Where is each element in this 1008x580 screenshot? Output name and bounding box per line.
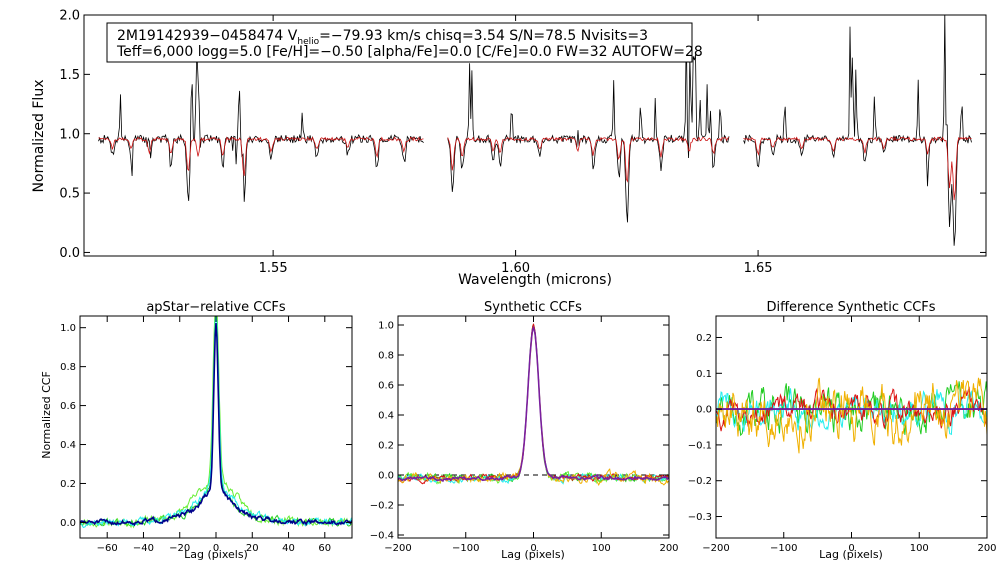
spectrum-frame <box>83 14 987 257</box>
synthetic-ccf-y-tick-label: 0.4 <box>378 411 394 422</box>
synthetic-ccf-y-tick-label: 0.8 <box>378 351 394 362</box>
spectrum-x-tick-label: 1.60 <box>501 261 530 276</box>
synthetic-ccf-y-tick-label: −0.2 <box>370 501 394 512</box>
difference-synthetic-ccf-y-tick-label: −0.3 <box>688 512 712 523</box>
apstar-relative-ccf-x-tick-label: −20 <box>169 543 190 554</box>
apstar-relative-ccf-series-combined <box>80 323 352 527</box>
apstar-relative-ccf-y-tick-label: 0.8 <box>60 362 76 373</box>
difference-synthetic-ccf-series-visit-4 <box>716 377 987 454</box>
apstar-relative-ccf-x-tick-label: 0 <box>213 543 219 554</box>
spectrum-y-tick-label: 1.5 <box>59 68 80 83</box>
difference-synthetic-ccf-x-tick-label: 100 <box>910 543 929 554</box>
difference-synthetic-ccf-y-tick-label: −0.1 <box>688 440 712 451</box>
apstar-relative-ccf-x-tick-label: 60 <box>318 543 331 554</box>
spectrum-x-label: Wavelength (microns) <box>458 272 612 288</box>
spectrum-x-tick-label: 1.55 <box>259 261 288 276</box>
synthetic-ccf-y-tick-label: 0.0 <box>378 471 394 482</box>
apstar-relative-ccf-axes: −60 −40 −20 0 20 40 60 0.0 0.2 0.4 0.6 0.8 1.0 <box>60 316 352 554</box>
apstar-relative-ccf-y-label: Normalized CCF <box>40 371 53 459</box>
apstar-relative-ccf-traces <box>80 316 352 529</box>
difference-synthetic-ccf-x-tick-label: −200 <box>702 543 729 554</box>
synthetic-ccf-x-tick-label: −200 <box>384 543 411 554</box>
synthetic-ccf-traces <box>398 323 669 487</box>
synthetic-ccf-x-tick-label: −100 <box>452 543 479 554</box>
synthetic-ccf-title: Synthetic CCFs <box>484 300 582 315</box>
difference-synthetic-ccf-y-tick-label: 0.2 <box>696 333 712 344</box>
synthetic-ccf-y-tick-label: 1.0 <box>378 321 394 332</box>
apstar-relative-ccf-panel: −60 −40 −20 0 20 40 60 0.0 0.2 0.4 0.6 0.8 1.0 apSta… <box>40 300 353 561</box>
star-info-line-1-suffix: =−79.93 km/s chisq=3.54 S/N=78.5 Nvisits… <box>319 28 648 44</box>
star-info-line-1: 2M19142939−0458474 Vhelio=−79.93 km/s ch… <box>117 28 648 47</box>
synthetic-ccf-x-tick-label: 200 <box>659 543 678 554</box>
synthetic-ccf-y-tick-label: 0.6 <box>378 381 394 392</box>
synthetic-ccf-x-tick-label: 100 <box>592 543 611 554</box>
apstar-relative-ccf-x-tick-label: 40 <box>282 543 295 554</box>
apstar-relative-ccf-x-tick-label: −60 <box>97 543 118 554</box>
apstar-relative-ccf-y-tick-label: 1.0 <box>60 323 76 334</box>
apstar-relative-ccf-x-tick-label: −40 <box>133 543 154 554</box>
difference-synthetic-ccf-x-tick-label: −100 <box>770 543 797 554</box>
synthetic-ccf-series-visit-4 <box>398 323 669 485</box>
star-info-box <box>106 22 693 63</box>
spectrum-x-tick-label: 1.65 <box>744 261 773 276</box>
difference-synthetic-ccf-series-visit-1 <box>716 381 987 437</box>
synthetic-ccf-y-tick-label: −0.4 <box>370 531 394 542</box>
star-info-helio-subscript: helio <box>297 37 319 47</box>
apstar-relative-ccf-y-tick-label: 0.0 <box>60 518 76 529</box>
apstar-relative-ccf-x-label: Lag (pixels) <box>184 548 248 561</box>
difference-synthetic-ccf-traces <box>716 377 987 454</box>
spectrum-y-label: Normalized Flux <box>31 80 47 193</box>
difference-synthetic-ccf-x-tick-label: 200 <box>977 543 996 554</box>
difference-synthetic-ccf-x-tick-label: 0 <box>848 543 854 554</box>
spectrum-traces <box>98 15 972 246</box>
synthetic-ccf-panel: −200 −100 0 100 200 −0.4 −0.2 0.0 0.2 0.4 0.6 0.8 1.… <box>370 300 679 561</box>
difference-synthetic-ccf-series-visit-3 <box>716 386 987 432</box>
difference-synthetic-ccf-title: Difference Synthetic CCFs <box>766 300 935 315</box>
star-info-line-1-prefix: 2M19142939−0458474 V <box>117 28 298 44</box>
spectrum-panel: 1.55 1.60 1.65 0.0 0.5 1.0 1.5 2.0 2M19142939−0… <box>31 9 987 288</box>
apstar-relative-ccf-y-tick-label: 0.4 <box>60 440 76 451</box>
difference-synthetic-ccf-y-tick-label: 0.1 <box>696 369 712 380</box>
synthetic-ccf-series-combined <box>398 325 669 483</box>
synthetic-ccf-y-tick-label: 0.2 <box>378 441 394 452</box>
spectrum-y-tick-label: 1.0 <box>59 127 80 142</box>
difference-synthetic-ccf-y-tick-label: 0.0 <box>696 405 712 416</box>
difference-synthetic-ccf-axes: −200 −100 0 100 200 −0.3 −0.2 −0.1 0.0 0.1 0.2 <box>688 316 997 554</box>
apstar-relative-ccf-x-tick-label: 20 <box>246 543 259 554</box>
spectrum-axes: 1.55 1.60 1.65 0.0 0.5 1.0 1.5 2.0 <box>59 9 986 276</box>
star-info-line-2: Teff=6,000 logg=5.0 [Fe/H]=−0.50 [alpha/… <box>116 44 703 60</box>
spectrum-y-tick-label: 0.0 <box>59 246 80 261</box>
difference-synthetic-ccf-series-visit-2 <box>716 388 987 436</box>
spectrum-y-tick-label: 0.5 <box>59 187 80 202</box>
model-spectrum-line <box>98 136 972 201</box>
difference-synthetic-ccf-y-tick-label: −0.2 <box>688 476 712 487</box>
spectrum-y-tick-label: 2.0 <box>59 9 80 24</box>
difference-synthetic-ccf-panel: −200 −100 0 100 200 −0.3 −0.2 −0.1 0.0 0.1 0.2 Dif… <box>688 300 997 561</box>
difference-synthetic-ccf-x-label: Lag (pixels) <box>819 548 883 561</box>
apstar-relative-ccf-title: apStar−relative CCFs <box>146 300 286 315</box>
synthetic-ccf-x-label: Lag (pixels) <box>501 548 565 561</box>
apstar-relative-ccf-y-tick-label: 0.6 <box>60 401 76 412</box>
apstar-relative-ccf-y-tick-label: 0.2 <box>60 479 76 490</box>
synthetic-ccf-axes: −200 −100 0 100 200 −0.4 −0.2 0.0 0.2 0.4 0.6 0.8 1.… <box>370 316 679 554</box>
synthetic-ccf-x-tick-label: 0 <box>530 543 536 554</box>
